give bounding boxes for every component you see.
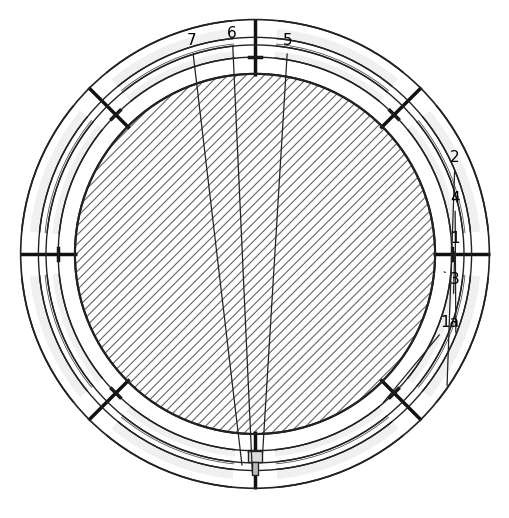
Text: 2: 2 [446, 150, 459, 385]
Wedge shape [92, 378, 131, 417]
Text: 4: 4 [449, 191, 459, 332]
Wedge shape [234, 42, 275, 61]
Wedge shape [232, 17, 277, 41]
Bar [248, 451, 261, 462]
Bar [251, 462, 258, 474]
Wedge shape [234, 448, 275, 466]
Circle shape [75, 74, 434, 434]
Text: 1a: 1a [383, 315, 458, 402]
Circle shape [58, 57, 451, 451]
Wedge shape [18, 231, 42, 277]
Text: 1: 1 [449, 231, 459, 293]
Text: 5: 5 [262, 33, 292, 451]
Wedge shape [390, 390, 437, 437]
Text: 7: 7 [186, 33, 241, 465]
Wedge shape [92, 91, 131, 131]
Text: 6: 6 [227, 26, 252, 472]
Text: 3: 3 [443, 272, 459, 287]
Wedge shape [467, 231, 491, 277]
Wedge shape [72, 71, 119, 118]
Wedge shape [447, 234, 466, 274]
Wedge shape [43, 234, 62, 274]
Wedge shape [378, 378, 417, 417]
Wedge shape [232, 467, 277, 491]
Wedge shape [390, 71, 437, 118]
Wedge shape [378, 91, 417, 131]
Circle shape [16, 15, 493, 493]
Wedge shape [72, 390, 119, 437]
